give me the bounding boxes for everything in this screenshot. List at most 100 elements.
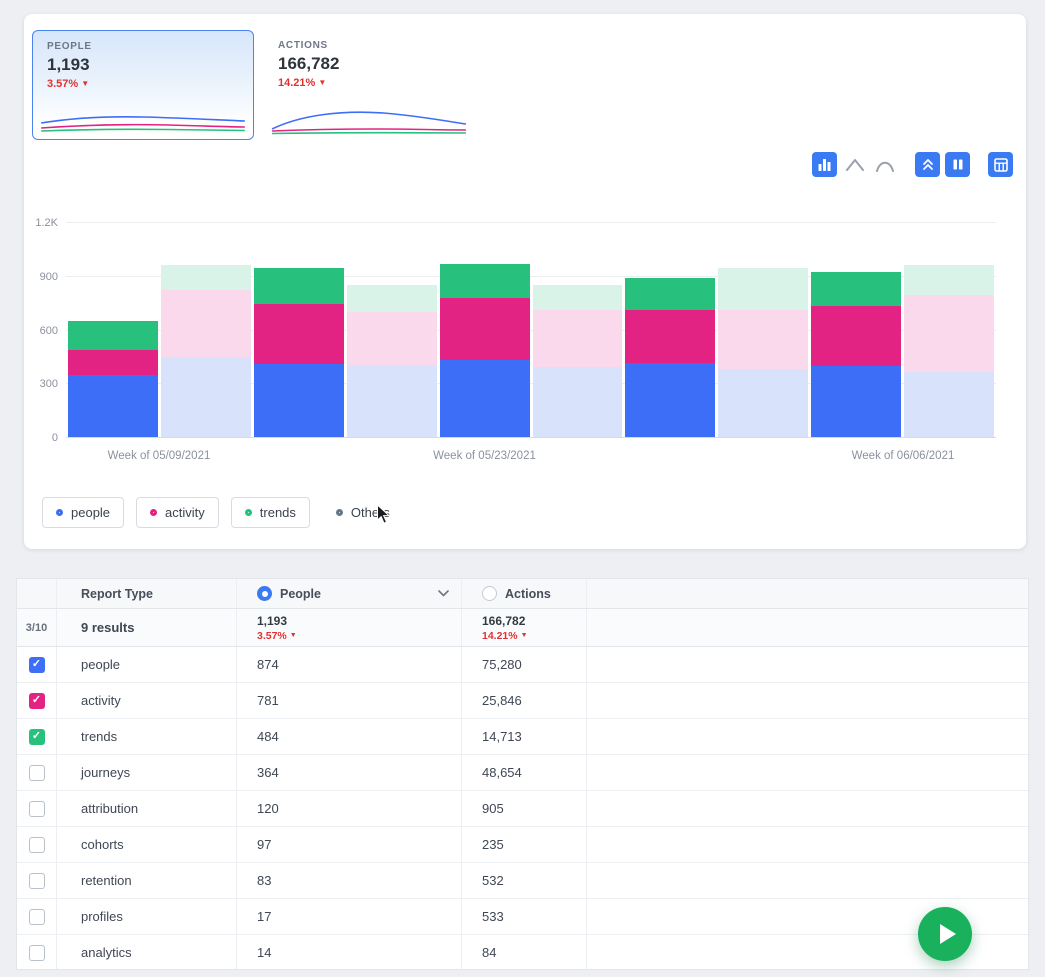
line-chart-icon — [845, 158, 864, 171]
bar-segment-people[interactable] — [68, 375, 158, 437]
bar-segment-trends[interactable] — [625, 278, 716, 310]
bar-segment-people[interactable] — [718, 368, 809, 437]
checkbox-cell — [17, 863, 57, 898]
checkbox-cell — [17, 935, 57, 969]
bar-segment-activity[interactable] — [904, 294, 995, 372]
bar-segment-trends[interactable] — [346, 284, 437, 312]
bar-segment-trends[interactable] — [439, 264, 530, 299]
chart-type-line-button[interactable] — [842, 152, 867, 177]
bar-segment-people[interactable] — [439, 360, 530, 437]
stacked-bar[interactable] — [439, 264, 530, 437]
metric-card-actions[interactable]: ACTIONS 166,782 14.21% ▼ — [264, 30, 474, 140]
bar-segment-trends[interactable] — [68, 321, 158, 351]
bar-segment-activity[interactable] — [253, 304, 344, 364]
actions-summary-cell: 166,782 14.21% ▼ — [462, 609, 587, 646]
report-type-header[interactable]: Report Type — [57, 579, 237, 608]
bar-segment-people[interactable] — [904, 371, 995, 437]
people-value-cell: 14 — [237, 935, 462, 969]
people-header-label: People — [280, 586, 321, 601]
row-checkbox-people[interactable]: ✓ — [28, 656, 45, 673]
bar-segment-activity[interactable] — [625, 309, 716, 363]
chart-card: PEOPLE 1,193 3.57% ▼ ACTIONS 166,782 14.… — [24, 14, 1026, 549]
row-checkbox-activity[interactable]: ✓ — [28, 692, 45, 709]
bar-segment-activity[interactable] — [439, 298, 530, 360]
table-view-button[interactable] — [988, 152, 1013, 177]
empty-cell — [587, 827, 1028, 862]
legend-item-people[interactable]: people — [42, 497, 125, 528]
people-value-cell: 364 — [237, 755, 462, 790]
bar-values-toggle-button[interactable] — [945, 152, 970, 177]
stacked-bar[interactable] — [532, 284, 623, 437]
chart-type-bar-button[interactable] — [812, 152, 837, 177]
report-table: Report Type People Actions 3/10 9 result… — [16, 578, 1029, 970]
stacked-bar[interactable] — [253, 267, 344, 437]
actions-radio[interactable] — [482, 586, 497, 601]
people-radio[interactable] — [257, 586, 272, 601]
empty-cell — [587, 791, 1028, 826]
gridline — [66, 437, 996, 438]
bar-segment-trends[interactable] — [904, 265, 995, 295]
row-checkbox-journeys[interactable] — [28, 764, 45, 781]
actions-value-cell: 25,846 — [462, 683, 587, 718]
stacked-bar[interactable] — [904, 265, 995, 437]
checkbox-cell: ✓ — [17, 719, 57, 754]
bar-segment-people[interactable] — [346, 365, 437, 437]
bar-segment-people[interactable] — [625, 362, 716, 437]
people-summary-delta: 3.57% ▼ — [257, 630, 297, 642]
row-checkbox-analytics[interactable] — [28, 944, 45, 961]
row-checkbox-attribution[interactable] — [28, 800, 45, 817]
chevron-down-icon[interactable] — [438, 590, 449, 597]
row-checkbox-cohorts[interactable] — [28, 836, 45, 853]
row-checkbox-retention[interactable] — [28, 872, 45, 889]
people-column-header[interactable]: People — [237, 579, 462, 608]
row-checkbox-profiles[interactable] — [28, 908, 45, 925]
checkbox-cell: ✓ — [17, 647, 57, 682]
stacked-bar[interactable] — [718, 267, 809, 437]
bar-segment-activity[interactable] — [811, 306, 902, 367]
legend-item-others[interactable]: Others — [321, 497, 404, 528]
people-summary-cell: 1,193 3.57% ▼ — [237, 609, 462, 646]
row-checkbox-trends[interactable]: ✓ — [28, 728, 45, 745]
table-body: ✓ people 874 75,280 ✓ activity 781 25,846 ✓ trend… — [17, 647, 1028, 969]
bar-segment-activity[interactable] — [346, 311, 437, 366]
bar-segment-activity[interactable] — [160, 290, 251, 358]
metric-delta: 3.57% ▼ — [47, 78, 239, 90]
metric-card-people[interactable]: PEOPLE 1,193 3.57% ▼ — [32, 30, 254, 140]
bar-segment-activity[interactable] — [532, 309, 623, 368]
trend-down-icon: ▼ — [81, 79, 90, 88]
report-type-header-label: Report Type — [81, 586, 153, 601]
people-value-cell: 874 — [237, 647, 462, 682]
empty-header-cell — [587, 579, 1028, 608]
stacked-bar[interactable] — [160, 265, 251, 437]
table-row: attribution 120 905 — [17, 791, 1028, 827]
empty-cell — [587, 683, 1028, 718]
stacked-bar[interactable] — [625, 278, 716, 437]
legend-item-trends[interactable]: trends — [230, 497, 310, 528]
bar-segment-people[interactable] — [532, 367, 623, 437]
bar-segment-people[interactable] — [160, 357, 251, 437]
bar-segment-trends[interactable] — [160, 265, 251, 291]
stacked-bar[interactable] — [811, 272, 902, 437]
bar-segment-people[interactable] — [253, 363, 344, 437]
actions-value-cell: 533 — [462, 899, 587, 934]
run-query-button[interactable] — [918, 907, 972, 961]
stacked-toggle-button[interactable] — [915, 152, 940, 177]
bar-values-icon — [953, 159, 962, 170]
bar-segment-activity[interactable] — [68, 350, 158, 376]
legend-item-activity[interactable]: activity — [136, 497, 219, 528]
people-value-cell: 781 — [237, 683, 462, 718]
stacked-chevrons-icon — [922, 159, 933, 170]
bar-segment-trends[interactable] — [253, 267, 344, 305]
actions-summary-delta-value: 14.21% — [482, 629, 518, 642]
stacked-bar[interactable] — [346, 284, 437, 437]
stacked-bar[interactable] — [68, 321, 158, 437]
bar-segment-people[interactable] — [811, 366, 902, 437]
bar-segment-activity[interactable] — [718, 309, 809, 369]
report-type-cell: cohorts — [57, 827, 237, 862]
actions-column-header[interactable]: Actions — [462, 579, 587, 608]
bar-segment-trends[interactable] — [532, 284, 623, 310]
metric-delta: 14.21% ▼ — [278, 77, 460, 89]
bar-segment-trends[interactable] — [718, 267, 809, 310]
chart-type-curve-button[interactable] — [872, 152, 897, 177]
bar-segment-trends[interactable] — [811, 272, 902, 307]
